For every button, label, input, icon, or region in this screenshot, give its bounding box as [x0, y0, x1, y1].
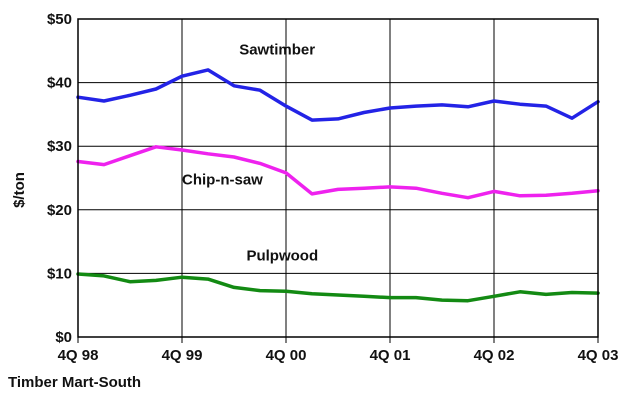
- x-tick-label: 4Q 00: [266, 347, 307, 364]
- x-tick-label: 4Q 02: [474, 347, 515, 364]
- series-line-sawtimber: [76, 68, 600, 122]
- y-tick-label: $20: [47, 202, 72, 219]
- y-tick-label: $0: [55, 329, 72, 346]
- series-annotation: Pulpwood: [246, 248, 318, 265]
- gridlines: [77, 18, 599, 338]
- series-annotation: Sawtimber: [239, 42, 315, 59]
- series-lines: [76, 68, 600, 303]
- x-tick-label: 4Q 99: [162, 347, 203, 364]
- x-axis-ticks: 4Q 98 4Q 99 4Q 00 4Q 01 4Q 02 4Q 03: [58, 337, 619, 364]
- series-annotation: Chip-n-saw: [182, 171, 263, 188]
- x-tick-label: 4Q 01: [370, 347, 411, 364]
- source-label: Timber Mart-South: [8, 374, 142, 391]
- y-tick-label: $50: [47, 11, 72, 28]
- series-line-pulpwood: [76, 272, 600, 303]
- y-tick-label: $10: [47, 265, 72, 282]
- plot-frame: [77, 18, 599, 338]
- y-tick-label: $30: [47, 138, 72, 155]
- annotations: Sawtimber Chip-n-saw Pulpwood: [182, 42, 318, 265]
- y-axis-label: $/ton: [11, 172, 28, 208]
- y-tick-label: $40: [47, 75, 72, 92]
- x-tick-label: 4Q 03: [578, 347, 619, 364]
- y-axis-ticks: $0 $10 $20 $30 $40 $50: [47, 11, 72, 346]
- x-tick-label: 4Q 98: [58, 347, 99, 364]
- series-line-chip-n-saw: [76, 145, 600, 200]
